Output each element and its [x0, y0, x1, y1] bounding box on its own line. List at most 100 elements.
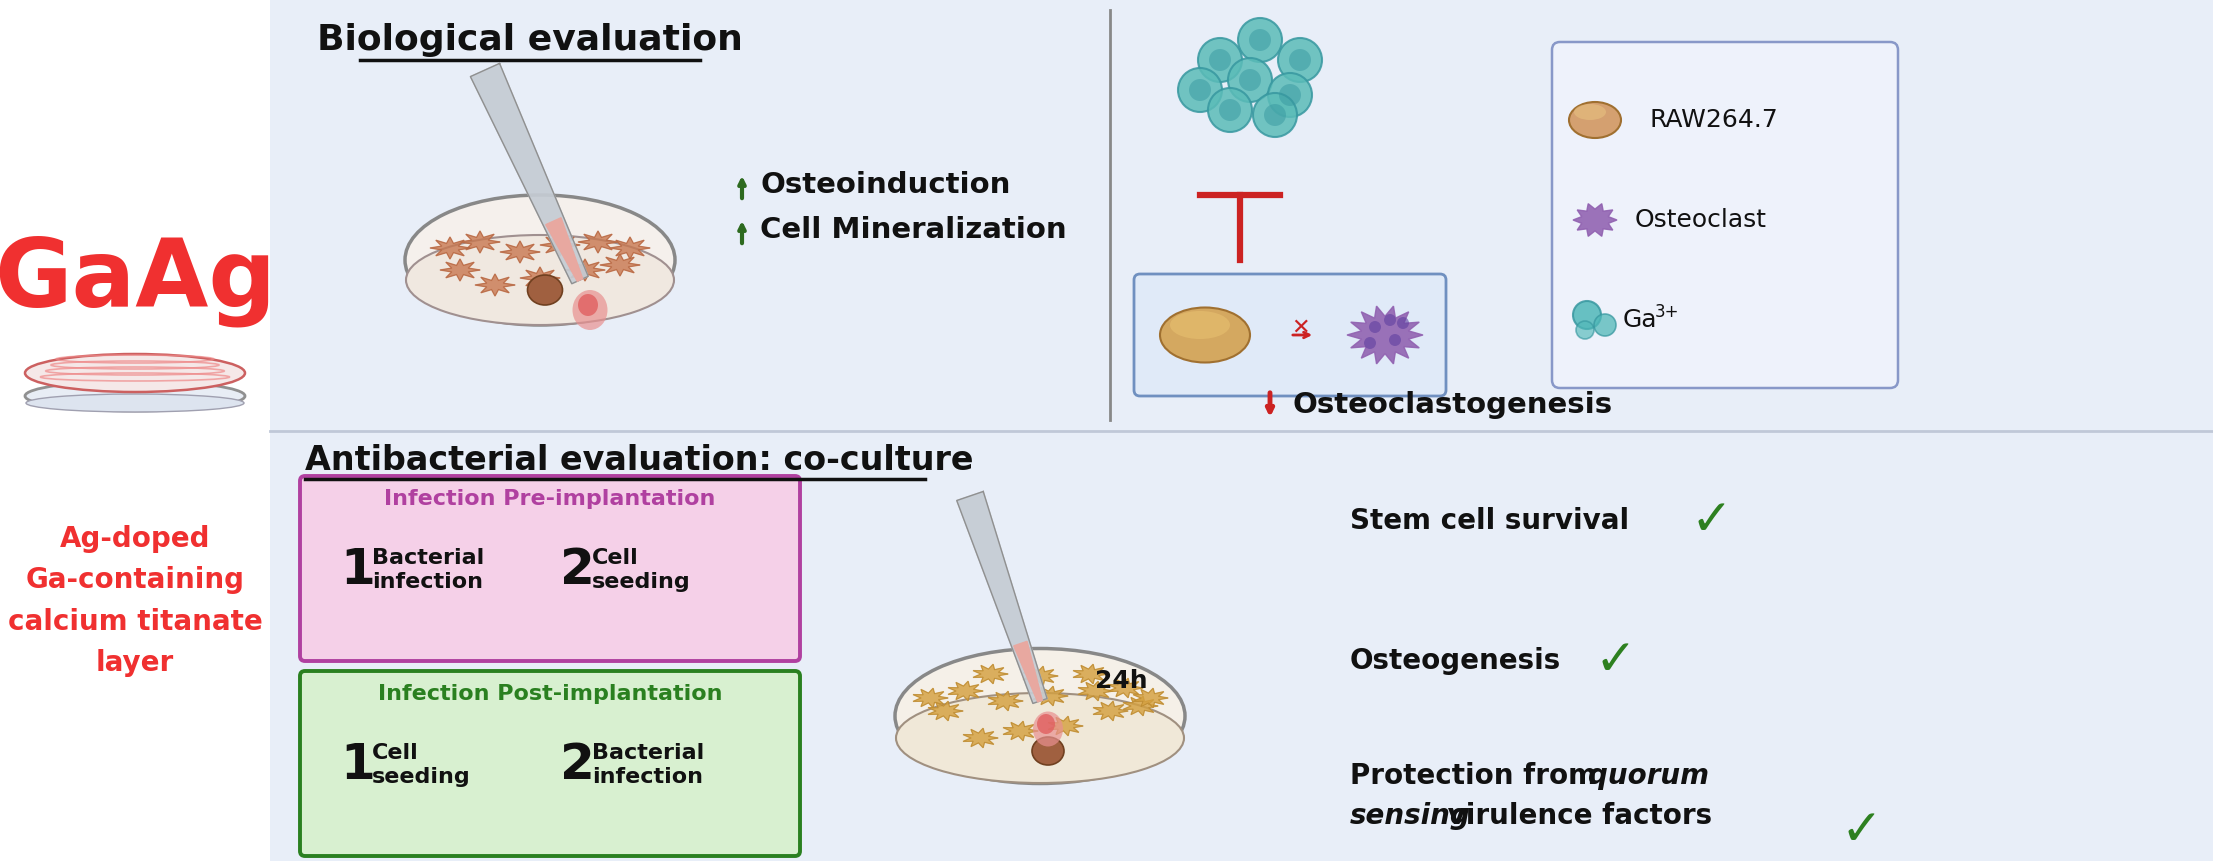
Text: virulence factors: virulence factors	[1438, 802, 1713, 830]
Text: RAW264.7: RAW264.7	[1651, 108, 1779, 132]
Polygon shape	[1078, 681, 1113, 701]
Text: Infection Pre-implantation: Infection Pre-implantation	[385, 489, 715, 509]
Ellipse shape	[896, 693, 1184, 783]
Ellipse shape	[578, 294, 598, 316]
Polygon shape	[429, 237, 469, 259]
Polygon shape	[927, 701, 963, 721]
Circle shape	[1248, 29, 1270, 51]
Polygon shape	[520, 267, 560, 289]
Ellipse shape	[1569, 102, 1620, 138]
Circle shape	[1188, 79, 1211, 101]
Text: Cell: Cell	[372, 743, 418, 763]
Bar	[270, 0, 2213, 431]
Ellipse shape	[405, 195, 675, 325]
Circle shape	[1396, 317, 1410, 329]
Circle shape	[1277, 38, 1321, 82]
Polygon shape	[600, 254, 640, 276]
Circle shape	[1288, 49, 1310, 71]
Text: infection: infection	[372, 572, 482, 592]
Polygon shape	[578, 231, 617, 253]
FancyBboxPatch shape	[301, 671, 801, 856]
Text: Antibacterial evaluation: co-culture: Antibacterial evaluation: co-culture	[305, 444, 974, 478]
Bar	[0, 0, 270, 861]
Circle shape	[1370, 321, 1381, 333]
Polygon shape	[1093, 701, 1129, 721]
Ellipse shape	[24, 354, 246, 392]
Text: Osteoclast: Osteoclast	[1635, 208, 1766, 232]
Ellipse shape	[1038, 714, 1056, 734]
Ellipse shape	[1573, 104, 1607, 120]
Polygon shape	[987, 691, 1022, 710]
Text: 3+: 3+	[1655, 303, 1680, 321]
Text: Osteogenesis: Osteogenesis	[1350, 647, 1560, 675]
Text: Stem cell survival: Stem cell survival	[1350, 507, 1629, 535]
Polygon shape	[1133, 688, 1168, 708]
Circle shape	[1390, 334, 1401, 346]
Text: 24h: 24h	[1095, 669, 1149, 693]
Polygon shape	[1348, 307, 1423, 364]
Polygon shape	[1033, 686, 1069, 706]
Text: 1: 1	[341, 546, 374, 594]
FancyBboxPatch shape	[301, 476, 801, 661]
Circle shape	[1279, 84, 1301, 106]
Text: ✓: ✓	[1596, 637, 1638, 685]
Ellipse shape	[27, 394, 243, 412]
Ellipse shape	[24, 381, 246, 411]
Circle shape	[1363, 337, 1376, 349]
Text: ✕: ✕	[1290, 318, 1310, 338]
Polygon shape	[1073, 664, 1109, 684]
Circle shape	[1576, 321, 1593, 339]
Ellipse shape	[1031, 737, 1064, 765]
Text: seeding: seeding	[593, 572, 690, 592]
Bar	[270, 431, 2213, 861]
Circle shape	[1197, 38, 1241, 82]
Text: Ga: Ga	[1622, 308, 1658, 332]
Circle shape	[1383, 314, 1396, 326]
Polygon shape	[963, 728, 998, 747]
Polygon shape	[914, 688, 947, 708]
Polygon shape	[947, 681, 983, 701]
Polygon shape	[476, 274, 516, 296]
Text: ✓: ✓	[1839, 807, 1881, 855]
Polygon shape	[956, 492, 1047, 703]
Text: Bacterial: Bacterial	[372, 548, 485, 568]
Text: Biological evaluation: Biological evaluation	[316, 23, 744, 57]
Polygon shape	[1049, 716, 1082, 736]
Polygon shape	[1002, 722, 1038, 740]
Text: 2: 2	[560, 546, 595, 594]
Circle shape	[1237, 18, 1281, 62]
Polygon shape	[547, 218, 582, 282]
Text: 1: 1	[341, 741, 374, 789]
Text: infection: infection	[593, 767, 704, 787]
Ellipse shape	[1171, 311, 1230, 339]
Text: Cell: Cell	[593, 548, 640, 568]
Ellipse shape	[1033, 711, 1062, 746]
Circle shape	[1177, 68, 1222, 112]
Polygon shape	[440, 259, 480, 281]
Text: Ag-doped
Ga-containing
calcium titanate
layer: Ag-doped Ga-containing calcium titanate …	[7, 525, 263, 677]
Circle shape	[1208, 88, 1253, 132]
Text: Osteoclastogenesis: Osteoclastogenesis	[1292, 391, 1611, 419]
Circle shape	[1268, 73, 1312, 117]
Ellipse shape	[573, 290, 609, 330]
Polygon shape	[460, 231, 500, 253]
Polygon shape	[564, 259, 604, 281]
Circle shape	[1239, 69, 1261, 91]
Polygon shape	[1109, 678, 1142, 697]
Text: Infection Post-implantation: Infection Post-implantation	[378, 684, 721, 704]
Text: 2: 2	[560, 741, 595, 789]
Circle shape	[1253, 93, 1297, 137]
Circle shape	[1219, 99, 1241, 121]
Text: ✓: ✓	[1691, 497, 1733, 545]
Polygon shape	[1573, 204, 1618, 236]
Polygon shape	[974, 664, 1007, 684]
Ellipse shape	[527, 275, 562, 305]
Circle shape	[1573, 301, 1600, 329]
Text: Osteoinduction: Osteoinduction	[759, 171, 1011, 199]
Text: quorum: quorum	[1589, 762, 1708, 790]
FancyBboxPatch shape	[1551, 42, 1899, 388]
Circle shape	[1228, 58, 1272, 102]
Text: Bacterial: Bacterial	[593, 743, 704, 763]
Polygon shape	[471, 64, 589, 284]
Polygon shape	[1022, 666, 1058, 685]
